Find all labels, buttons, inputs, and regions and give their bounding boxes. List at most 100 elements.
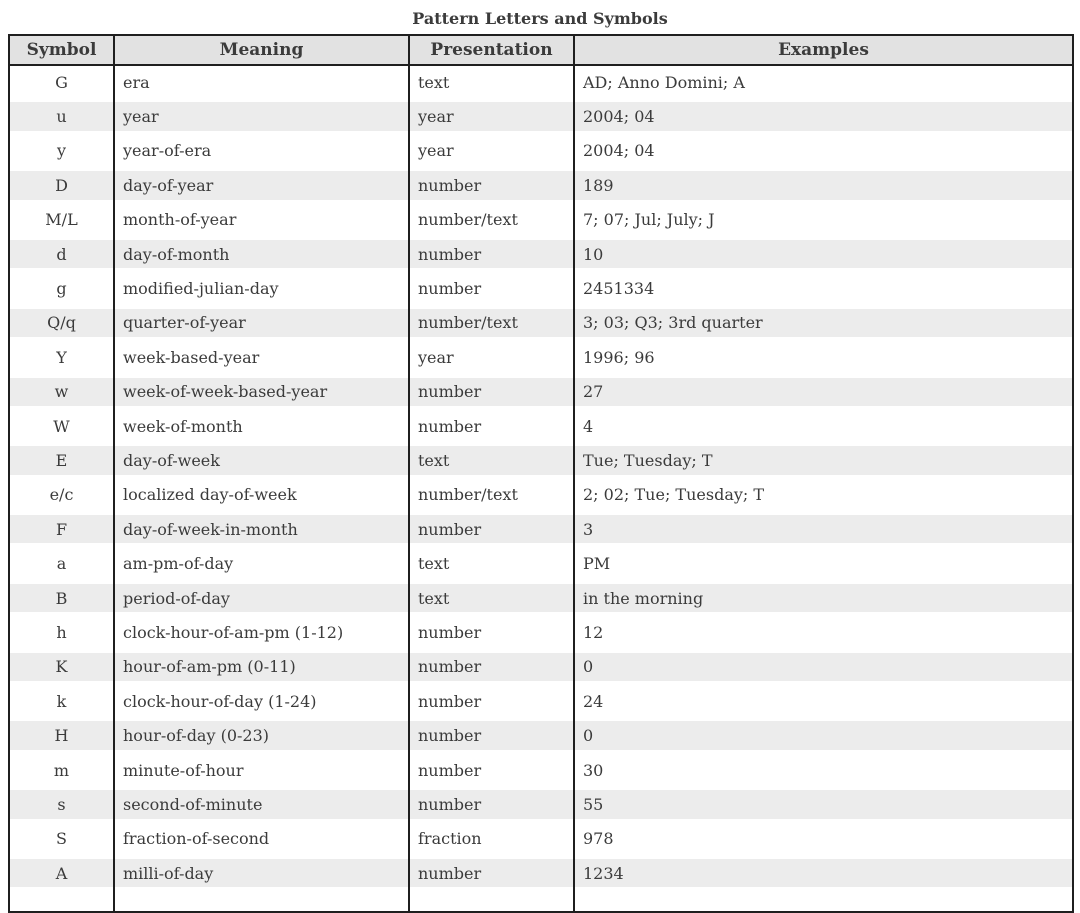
cell-meaning: era bbox=[113, 65, 410, 100]
cell-presentation bbox=[408, 890, 575, 913]
cell-symbol: a bbox=[8, 546, 115, 581]
cell-presentation: year bbox=[408, 99, 575, 134]
cell-examples: 1996; 96 bbox=[573, 340, 1074, 375]
cell-meaning: week-based-year bbox=[113, 340, 410, 375]
table-row: m minute-of-hour number 30 bbox=[8, 752, 1074, 788]
col-header-symbol: Symbol bbox=[8, 34, 115, 66]
cell-meaning: second-of-minute bbox=[113, 787, 410, 822]
cell-meaning: am-pm-of-day bbox=[113, 546, 410, 581]
cell-presentation: number bbox=[408, 408, 575, 444]
cell-presentation: number bbox=[408, 649, 575, 685]
cell-symbol: u bbox=[8, 99, 115, 134]
cell-presentation: text bbox=[408, 65, 575, 100]
table-row: s second-of-minute number 55 bbox=[8, 787, 1074, 822]
cell-examples: 0 bbox=[573, 718, 1074, 753]
cell-symbol: S bbox=[8, 821, 115, 856]
table-row: g modified-julian-day number 2451334 bbox=[8, 271, 1074, 306]
cell-symbol: F bbox=[8, 512, 115, 547]
cell-examples: 55 bbox=[573, 787, 1074, 822]
cell-symbol: e/c bbox=[8, 477, 115, 513]
cell-meaning: day-of-week-in-month bbox=[113, 512, 410, 547]
cell-meaning: week-of-month bbox=[113, 408, 410, 444]
cell-meaning: year bbox=[113, 99, 410, 134]
cell-meaning: day-of-year bbox=[113, 168, 410, 203]
cell-examples: 189 bbox=[573, 168, 1074, 203]
col-header-examples: Examples bbox=[573, 34, 1074, 66]
cell-meaning: hour-of-am-pm (0-11) bbox=[113, 649, 410, 685]
cell-symbol bbox=[8, 890, 115, 913]
header-row: Symbol Meaning Presentation Examples bbox=[8, 34, 1074, 66]
cell-symbol: g bbox=[8, 271, 115, 306]
cell-presentation: number bbox=[408, 615, 575, 650]
cell-meaning: minute-of-hour bbox=[113, 752, 410, 788]
cell-meaning: day-of-week bbox=[113, 443, 410, 478]
cell-meaning: hour-of-day (0-23) bbox=[113, 718, 410, 753]
cell-examples: 24 bbox=[573, 684, 1074, 719]
cell-examples: 0 bbox=[573, 649, 1074, 685]
cell-examples: 3 bbox=[573, 512, 1074, 547]
cell-presentation: number bbox=[408, 271, 575, 306]
cell-meaning: week-of-week-based-year bbox=[113, 374, 410, 409]
table-row: w week-of-week-based-year number 27 bbox=[8, 374, 1074, 409]
cell-presentation: number bbox=[408, 752, 575, 788]
cell-meaning: clock-hour-of-day (1-24) bbox=[113, 684, 410, 719]
cell-examples: 3; 03; Q3; 3rd quarter bbox=[573, 305, 1074, 341]
cell-examples: 2; 02; Tue; Tuesday; T bbox=[573, 477, 1074, 513]
cell-meaning: year-of-era bbox=[113, 133, 410, 169]
table-title: Pattern Letters and Symbols bbox=[412, 9, 668, 28]
cell-meaning bbox=[113, 890, 410, 913]
cell-symbol: d bbox=[8, 236, 115, 272]
table-row: u year year 2004; 04 bbox=[8, 99, 1074, 134]
cell-symbol: G bbox=[8, 65, 115, 100]
col-header-meaning: Meaning bbox=[113, 34, 410, 66]
table-row: e/c localized day-of-week number/text 2; 02… bbox=[8, 477, 1074, 513]
cell-meaning: fraction-of-second bbox=[113, 821, 410, 856]
cell-examples: 2004; 04 bbox=[573, 99, 1074, 134]
cell-presentation: number/text bbox=[408, 305, 575, 341]
cell-examples: 978 bbox=[573, 821, 1074, 856]
cell-examples: 1234 bbox=[573, 855, 1074, 891]
cell-meaning: month-of-year bbox=[113, 202, 410, 237]
cell-examples: Tue; Tuesday; T bbox=[573, 443, 1074, 478]
cell-symbol: h bbox=[8, 615, 115, 650]
cell-symbol: w bbox=[8, 374, 115, 409]
cell-symbol: Y bbox=[8, 340, 115, 375]
cell-examples: 7; 07; Jul; July; J bbox=[573, 202, 1074, 237]
table-row: y year-of-era year 2004; 04 bbox=[8, 133, 1074, 169]
cell-examples: 27 bbox=[573, 374, 1074, 409]
cell-meaning: day-of-month bbox=[113, 236, 410, 272]
cell-presentation: text bbox=[408, 580, 575, 616]
cell-symbol: W bbox=[8, 408, 115, 444]
cell-symbol: M/L bbox=[8, 202, 115, 237]
col-header-presentation: Presentation bbox=[408, 34, 575, 66]
cell-symbol: y bbox=[8, 133, 115, 169]
cell-symbol: E bbox=[8, 443, 115, 478]
cell-presentation: number bbox=[408, 512, 575, 547]
cell-examples: in the morning bbox=[573, 580, 1074, 616]
cell-presentation: number bbox=[408, 855, 575, 891]
cell-presentation: number bbox=[408, 787, 575, 822]
cell-meaning: quarter-of-year bbox=[113, 305, 410, 341]
cell-presentation: year bbox=[408, 340, 575, 375]
cell-presentation: number bbox=[408, 718, 575, 753]
cell-presentation: number bbox=[408, 374, 575, 409]
cell-examples: 2004; 04 bbox=[573, 133, 1074, 169]
cell-symbol: k bbox=[8, 684, 115, 719]
cell-symbol: Q/q bbox=[8, 305, 115, 341]
cell-symbol: K bbox=[8, 649, 115, 685]
cell-meaning: clock-hour-of-am-pm (1-12) bbox=[113, 615, 410, 650]
cell-presentation: text bbox=[408, 443, 575, 478]
cell-meaning: period-of-day bbox=[113, 580, 410, 616]
cell-presentation: number/text bbox=[408, 202, 575, 237]
cell-presentation: number bbox=[408, 168, 575, 203]
cell-examples: 12 bbox=[573, 615, 1074, 650]
